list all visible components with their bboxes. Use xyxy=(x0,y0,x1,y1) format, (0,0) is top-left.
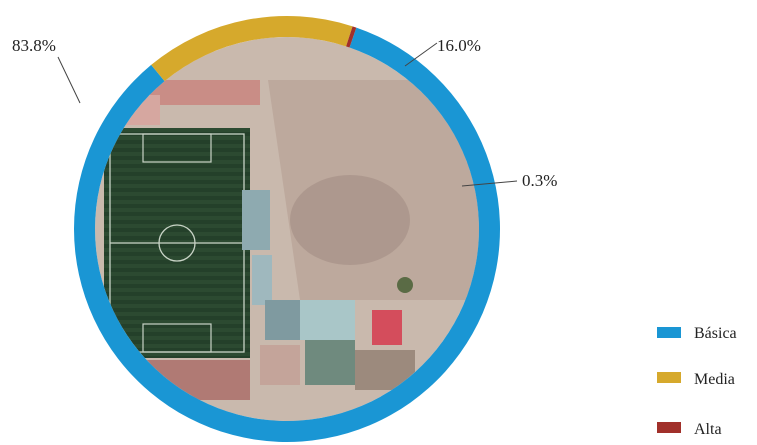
leader-line-basica xyxy=(57,56,81,104)
legend-label-media: Media xyxy=(694,371,735,388)
legend-swatch-basica xyxy=(657,327,681,338)
aerial-photo xyxy=(95,37,479,421)
leader-line-media xyxy=(404,42,438,67)
data-label-alta: 0.3% xyxy=(522,171,557,190)
data-label-basica: 83.8% xyxy=(12,36,56,55)
donut-segment-media xyxy=(151,16,353,82)
legend-swatch-media xyxy=(657,372,681,383)
donut-ring xyxy=(74,16,501,442)
legend-swatch-alta xyxy=(657,422,681,433)
legend: Básica Media Alta xyxy=(657,325,737,438)
legend-label-alta: Alta xyxy=(694,421,722,438)
leader-line-alta xyxy=(461,180,518,187)
data-label-media: 16.0% xyxy=(437,36,481,55)
legend-label-basica: Básica xyxy=(694,325,737,342)
donut-segment-alta xyxy=(346,26,357,48)
